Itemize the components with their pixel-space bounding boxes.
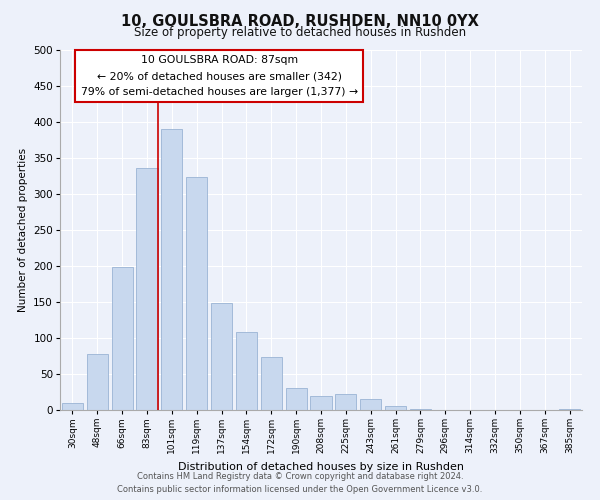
Text: 10 GOULSBRA ROAD: 87sqm
← 20% of detached houses are smaller (342)
79% of semi-d: 10 GOULSBRA ROAD: 87sqm ← 20% of detache… — [80, 56, 358, 96]
Bar — [62, 403, 83, 410]
Bar — [410, 408, 431, 410]
Y-axis label: Number of detached properties: Number of detached properties — [18, 148, 28, 312]
Text: 10, GOULSBRA ROAD, RUSHDEN, NN10 0YX: 10, GOULSBRA ROAD, RUSHDEN, NN10 0YX — [121, 14, 479, 29]
Bar — [286, 388, 307, 410]
Bar — [136, 168, 158, 410]
Bar — [161, 129, 182, 410]
Bar — [360, 399, 381, 410]
Bar — [335, 394, 356, 410]
Bar — [385, 406, 406, 410]
Bar — [236, 332, 257, 410]
Text: Contains HM Land Registry data © Crown copyright and database right 2024.
Contai: Contains HM Land Registry data © Crown c… — [118, 472, 482, 494]
Bar — [310, 396, 332, 410]
X-axis label: Distribution of detached houses by size in Rushden: Distribution of detached houses by size … — [178, 462, 464, 471]
Bar — [261, 358, 282, 410]
Bar — [87, 354, 108, 410]
Bar — [559, 408, 580, 410]
Bar — [112, 268, 133, 410]
Bar — [186, 178, 207, 410]
Bar — [211, 304, 232, 410]
Text: Size of property relative to detached houses in Rushden: Size of property relative to detached ho… — [134, 26, 466, 39]
